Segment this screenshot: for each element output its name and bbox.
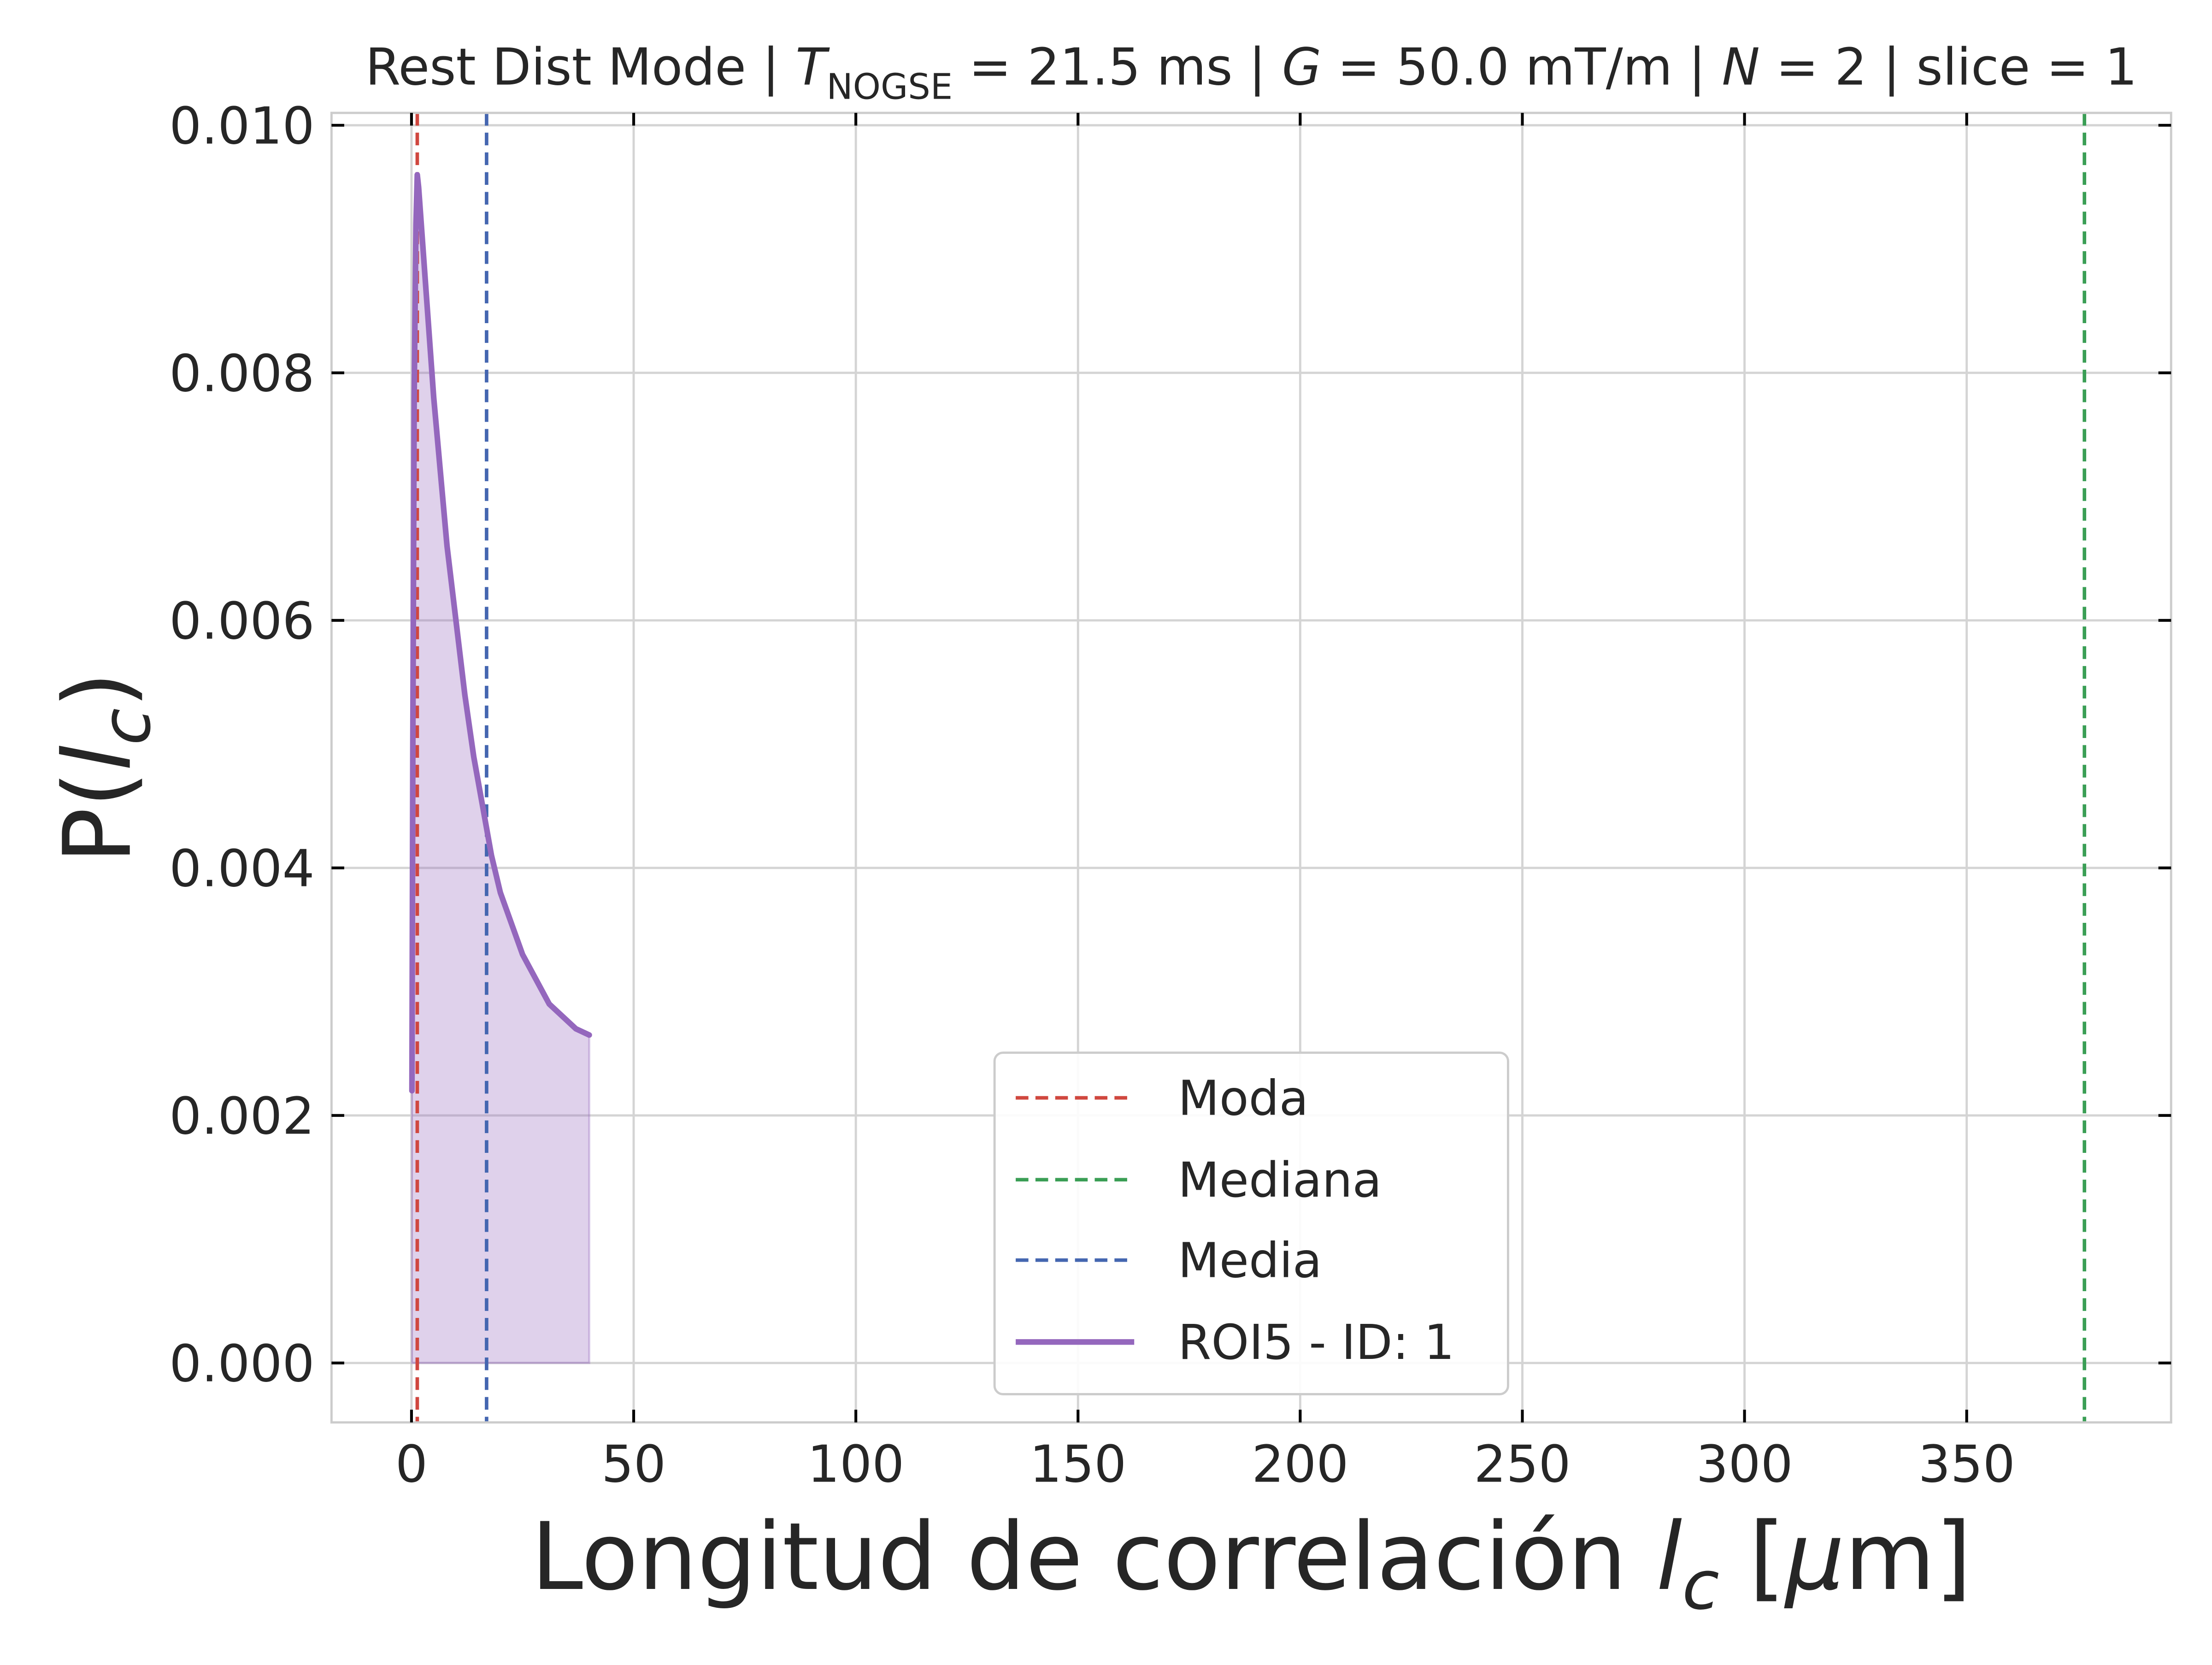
y-axis-label: P(lc) xyxy=(43,672,166,863)
legend-label-roi5: ROI5 - ID: 1 xyxy=(1178,1314,1454,1370)
legend: Moda Mediana Media ROI5 - ID: 1 xyxy=(993,1051,1509,1395)
x-tick-label: 50 xyxy=(601,1435,666,1494)
y-tick-label: 0.006 xyxy=(169,592,314,651)
x-tick-label: 250 xyxy=(1474,1435,1571,1494)
x-tick-label: 300 xyxy=(1696,1435,1793,1494)
tick-labels: 0 50 100 150 200 250 300 350 0.000 0.002 0.004 0.00… xyxy=(169,97,2015,1494)
x-tick-label: 0 xyxy=(395,1435,428,1494)
series-line-0 xyxy=(409,172,592,1094)
x-tick-label: 150 xyxy=(1030,1435,1126,1494)
legend-label-mediana: Mediana xyxy=(1178,1152,1382,1208)
plot-frame xyxy=(330,112,2172,1424)
y-tick-label: 0.008 xyxy=(169,344,314,403)
grid xyxy=(331,112,2171,1423)
y-tick-label: 0.000 xyxy=(169,1334,314,1393)
chart-title: Rest Dist Mode | TNOGSE = 21.5 ms | G = … xyxy=(365,38,2137,108)
ticks xyxy=(331,112,2171,1423)
x-axis-label: Longitud de correlación lc [μm] xyxy=(531,1502,1971,1625)
y-tick-label: 0.002 xyxy=(169,1087,314,1146)
x-tick-label: 350 xyxy=(1918,1435,2015,1494)
series-layer xyxy=(409,172,592,1094)
x-tick-label: 100 xyxy=(807,1435,904,1494)
legend-box xyxy=(993,1051,1509,1395)
y-tick-label: 0.004 xyxy=(169,839,314,898)
y-tick-label: 0.010 xyxy=(169,97,314,156)
legend-label-media: Media xyxy=(1178,1232,1322,1288)
x-tick-label: 200 xyxy=(1252,1435,1348,1494)
legend-label-moda: Moda xyxy=(1178,1070,1308,1126)
